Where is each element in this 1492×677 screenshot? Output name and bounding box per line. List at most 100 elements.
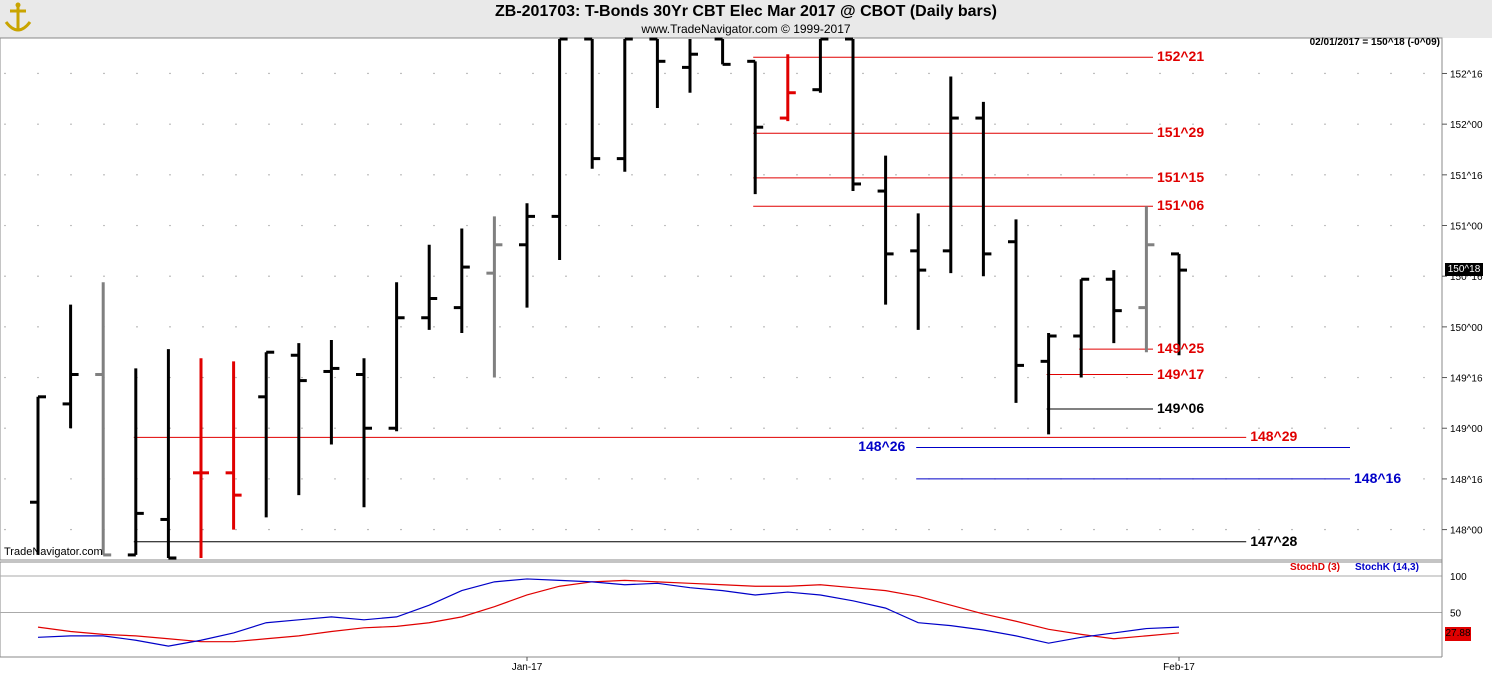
grid-dot [796,224,798,227]
grid-dot [631,528,633,531]
grid-dot [367,72,369,75]
grid-dot [433,72,435,75]
grid-dot [1390,72,1392,75]
grid-dot [334,376,336,379]
grid-dot [466,326,468,328]
grid-dot [1390,326,1392,328]
grid-dot [1027,123,1029,125]
grid-dot [697,376,699,379]
price-tick-label: 148^16 [1450,475,1483,486]
grid-dot [598,275,600,277]
grid-dot [862,72,864,75]
grid-dot [1357,528,1359,531]
price-panel-frame [0,37,1443,561]
grid-dot [598,123,600,125]
grid-dot [961,427,963,429]
grid-dot [1324,427,1326,429]
grid-dot [1159,275,1161,277]
grid-dot [928,427,930,429]
grid-dot [895,478,897,480]
price-tick-label: 150^16 [1450,272,1483,283]
grid-dot [1390,376,1392,379]
grid-dot [1357,72,1359,75]
ohlc-bar [845,37,861,192]
grid-dot [1060,376,1062,379]
grid-dot [334,275,336,277]
grid-dot [961,326,963,328]
grid-dot [1423,478,1425,480]
ohlc-bar [486,216,503,378]
grid-dot [1093,528,1095,531]
grid-dot [631,174,633,176]
grid-dot [1357,275,1359,277]
grid-dot [466,275,468,277]
grid-dot [1357,478,1359,480]
grid-dot [301,376,303,379]
grid-dot [631,224,633,227]
grid-dot [598,427,600,429]
chart-grid [0,37,1443,658]
grid-dot [1027,376,1029,379]
grid-dot [1192,326,1194,328]
grid-dot [1423,376,1425,379]
grid-dot [796,326,798,328]
grid-dot [664,174,666,176]
axis-background [1442,38,1492,677]
grid-dot [1357,376,1359,379]
grid-dot [1126,174,1128,176]
grid-dot [466,376,468,379]
grid-dot [1027,174,1029,176]
grid-dot [532,275,534,277]
grid-dot [1159,174,1161,176]
grid-dot [136,275,138,277]
grid-dot [1291,376,1293,379]
grid-dot [1324,528,1326,531]
grid-dot [37,326,39,328]
grid-dot [466,478,468,480]
grid-dot [763,478,765,480]
grid-dot [1093,275,1095,277]
grid-dot [103,174,105,176]
ohlc-bar [584,37,601,169]
grid-dot [829,427,831,429]
grid-dot [796,174,798,176]
level-label: 149^06 [1157,399,1205,416]
grid-dot [697,72,699,75]
grid-dot [1258,174,1260,176]
grid-dot [829,275,831,277]
grid-dot [895,376,897,379]
grid-dot [4,427,6,429]
grid-dot [763,326,765,328]
grid-dot [202,123,204,125]
ohlc-bar [160,349,177,560]
grid-dot [928,326,930,328]
ohlc-bar [421,244,438,330]
grid-dot [631,72,633,75]
ohlc-bar [519,203,535,308]
grid-dot [466,427,468,429]
grid-dot [1159,376,1161,379]
grid-dot [763,528,765,531]
grid-dot [994,123,996,125]
grid-dot [1192,224,1194,227]
grid-dot [565,224,567,227]
stochastic-panel [0,575,1442,647]
grid-dot [763,123,765,125]
grid-dot [1324,275,1326,277]
grid-dot [1192,528,1194,531]
level-label: 148^26 [858,438,906,455]
grid-dot [1159,326,1161,328]
stoch-tick-label: 50 [1450,609,1462,620]
grid-dot [697,326,699,328]
grid-dot [994,72,996,75]
grid-dot [1258,376,1260,379]
grid-dot [1423,72,1425,75]
grid-dot [994,326,996,328]
grid-dot [268,275,270,277]
grid-dot [268,326,270,328]
last-price-badge: 150^18 [1445,263,1483,276]
grid-dot [4,224,6,227]
grid-dot [796,528,798,531]
grid-dot [895,123,897,125]
grid-dot [499,123,501,125]
